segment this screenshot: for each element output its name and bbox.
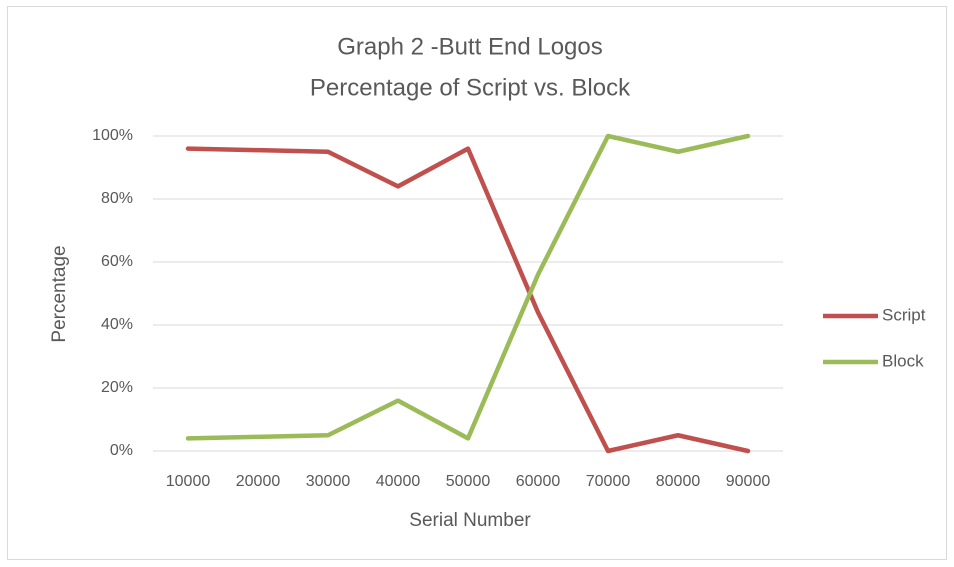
chart-border <box>7 6 947 560</box>
x-tick-label: 20000 <box>236 473 281 490</box>
x-tick-label: 60000 <box>516 473 561 490</box>
series-line <box>185 133 751 441</box>
chart-title: Graph 2 -Butt End Logos <box>337 33 603 60</box>
x-tick-label: 70000 <box>586 473 631 490</box>
x-tick-label: 10000 <box>166 473 211 490</box>
x-tick-label: 40000 <box>376 473 421 490</box>
series-line <box>185 146 751 454</box>
y-axis-label: Percentage <box>49 245 70 342</box>
x-axis-label: Serial Number <box>409 510 531 531</box>
legend-label: Script <box>882 305 926 324</box>
x-tick-label: 90000 <box>726 473 771 490</box>
chart-title: Percentage of Script vs. Block <box>310 74 631 101</box>
x-tick-label: 80000 <box>656 473 701 490</box>
y-tick-label: 100% <box>92 127 133 144</box>
y-tick-label: 0% <box>110 442 133 459</box>
x-tick-label: 50000 <box>446 473 491 490</box>
y-tick-label: 40% <box>101 316 133 333</box>
y-tick-label: 80% <box>101 190 133 207</box>
y-tick-label: 60% <box>101 253 133 270</box>
legend-label: Block <box>882 351 924 370</box>
x-tick-label: 30000 <box>306 473 351 490</box>
y-tick-label: 20% <box>101 379 133 396</box>
